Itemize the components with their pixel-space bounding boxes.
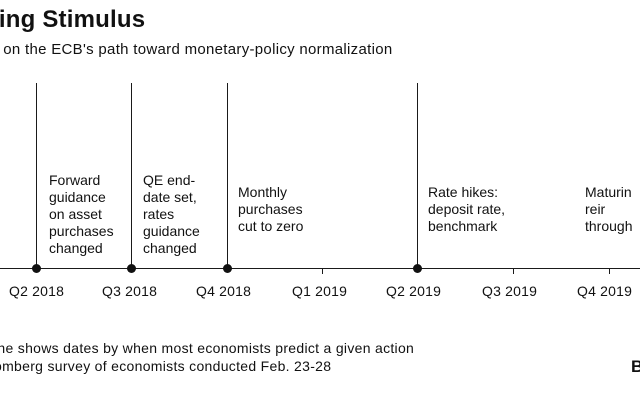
- event-dot-q2-2019: [413, 264, 422, 273]
- event-label-maturing: Maturin reir through: [585, 184, 633, 234]
- timeline-axis: [0, 268, 640, 269]
- event-line-rate-hikes: [417, 83, 418, 269]
- chart-title: ding Stimulus: [0, 6, 146, 33]
- axis-tick: [609, 268, 610, 274]
- quarter-label: Q1 2019: [292, 283, 348, 299]
- quarter-label: Q4 2018: [196, 283, 252, 299]
- event-dot-q4-2018: [223, 264, 232, 273]
- quarter-label: Q3 2018: [102, 283, 158, 299]
- event-label-monthly-purchases: Monthly purchases cut to zero: [238, 184, 304, 234]
- event-dot-q2-2018: [32, 264, 41, 273]
- quarter-label: Q4 2019: [577, 283, 633, 299]
- event-label-qe-end-date: QE end- date set, rates guidance changed: [143, 172, 200, 256]
- brand-logo: B: [631, 357, 640, 376]
- event-line-qe-end-date: [131, 83, 132, 269]
- event-label-forward-guidance: Forward guidance on asset purchases chan…: [49, 172, 114, 256]
- quarter-label: Q2 2018: [9, 283, 65, 299]
- event-label-rate-hikes: Rate hikes: deposit rate, benchmark: [428, 184, 506, 234]
- event-dot-q3-2018: [127, 264, 136, 273]
- footnote-line-1: ine shows dates by when most economists …: [0, 340, 415, 356]
- chart-subtitle: s on the ECB's path toward monetary-poli…: [0, 41, 393, 58]
- event-line-monthly-purchases: [227, 83, 228, 269]
- axis-tick: [322, 268, 323, 274]
- footnote-line-2: omberg survey of economists conducted Fe…: [0, 358, 332, 374]
- axis-tick: [513, 268, 514, 274]
- quarter-label: Q3 2019: [482, 283, 538, 299]
- event-line-forward-guidance: [36, 83, 37, 269]
- quarter-label: Q2 2019: [386, 283, 442, 299]
